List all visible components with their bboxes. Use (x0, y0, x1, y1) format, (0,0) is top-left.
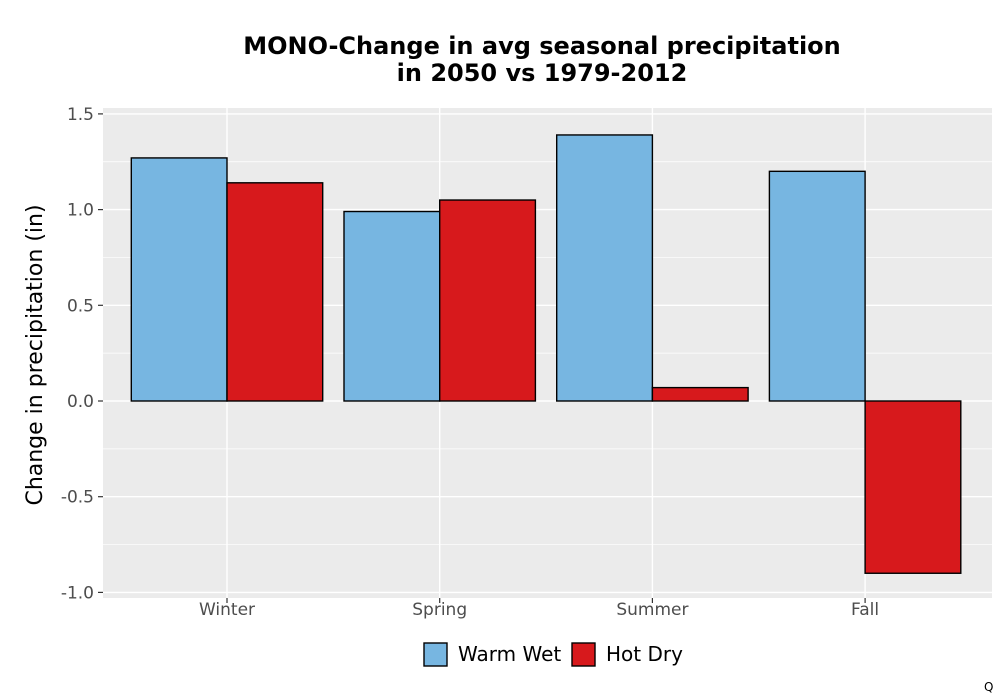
chart-title-line-2: in 2050 vs 1979-2012 (397, 59, 688, 87)
y-tick-label: -1.0 (61, 583, 94, 603)
bar-warm-wet-spring (343, 210, 441, 402)
x-tick-label: Winter (199, 600, 255, 620)
x-axis: Winter Spring Summer Fall (199, 598, 879, 620)
legend-key (423, 642, 448, 667)
bars (130, 134, 962, 574)
bar-hot-dry-spring (439, 199, 537, 402)
bar-warm-wet-summer (556, 134, 654, 402)
legend-key (571, 642, 596, 667)
bar-warm-wet-winter (130, 157, 228, 402)
x-tick-label: Spring (412, 600, 467, 620)
bar-hot-dry-summer (651, 386, 749, 402)
legend-label: Warm Wet (458, 642, 561, 666)
y-tick-label: 0.0 (67, 392, 94, 412)
corner-mark: Q (984, 680, 993, 694)
bar-hot-dry-winter (226, 182, 324, 402)
x-tick-label: Fall (851, 600, 879, 620)
y-tick-label: -0.5 (61, 488, 94, 508)
y-axis-label: Change in precipitation (in) (23, 204, 48, 505)
chart-title-line-1: MONO-Change in avg seasonal precipitatio… (243, 32, 841, 60)
y-tick-label: 1.0 (67, 201, 94, 221)
bar-hot-dry-fall (864, 400, 962, 574)
legend: Warm Wet Hot Dry (423, 642, 683, 667)
bar-warm-wet-fall (768, 170, 866, 402)
y-tick-label: 0.5 (67, 296, 94, 316)
legend-label: Hot Dry (606, 642, 683, 666)
y-tick-label: 1.5 (67, 105, 94, 125)
x-tick-label: Summer (616, 600, 688, 620)
y-axis: -1.0 -0.5 0.0 0.5 1.0 1.5 (61, 105, 103, 603)
